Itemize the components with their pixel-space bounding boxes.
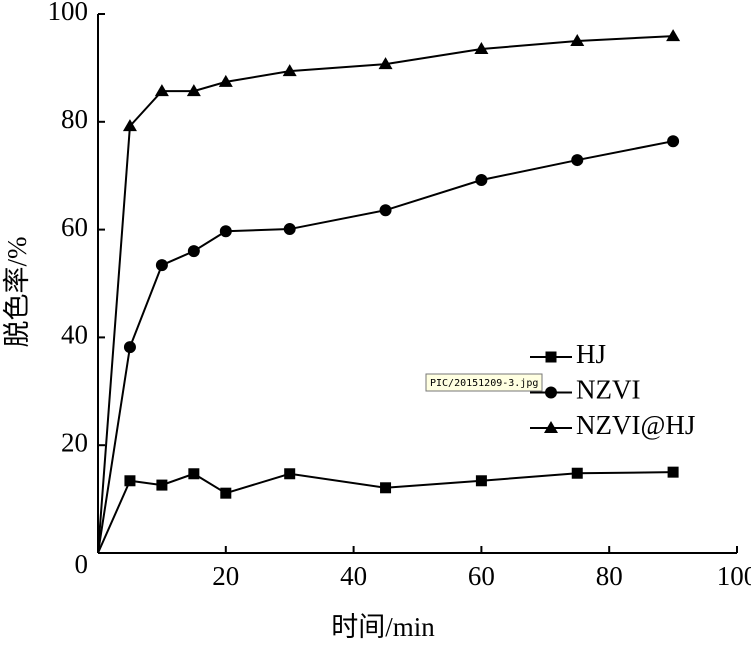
y-tick-label: 40 [61,320,88,350]
legend-marker [545,351,557,363]
marker [188,468,200,480]
marker [155,259,168,272]
y-tick-label: 100 [48,0,89,26]
marker [154,84,169,97]
x-tick-label: 40 [340,561,367,591]
y-tick-label: 20 [61,427,88,457]
marker [475,174,488,187]
marker [187,245,200,258]
marker [570,33,585,46]
marker [378,57,393,70]
x-tick-label: 60 [468,561,495,591]
legend-label: HJ [576,339,606,369]
marker [571,154,584,167]
marker [283,223,296,236]
marker [474,42,489,55]
marker [220,487,232,499]
marker [571,467,583,479]
x-tick-label: 80 [596,561,623,591]
marker [667,135,680,148]
marker [380,482,392,494]
series-line [97,35,674,554]
marker [666,29,681,42]
y-tick-label: 60 [61,212,88,242]
annotation-box [425,373,543,392]
marker [282,64,297,77]
series-line [97,140,674,554]
marker [379,204,392,217]
x-tick-label: 20 [212,561,239,591]
legend-label: NZVI [576,375,640,405]
marker [219,225,232,238]
marker [475,475,487,487]
marker [218,74,233,87]
legend-marker [544,421,558,433]
y-tick-label: 80 [61,104,88,134]
legend-marker [545,386,557,399]
legend-label: NZVI@HJ [576,410,695,440]
x-tick-label: 100 [717,561,751,591]
marker [186,84,201,97]
marker [156,479,168,491]
annotation: PIC/20151209-3.jpg [430,378,538,389]
series-line [97,471,674,554]
marker [124,475,136,487]
marker [123,341,136,354]
marker [667,466,679,478]
marker [122,119,137,132]
marker [284,468,296,480]
x-axis-label: 时间/min [331,612,435,642]
y-tick-label: 0 [75,549,89,579]
y-axis-label: 脱色率/% [2,237,32,348]
